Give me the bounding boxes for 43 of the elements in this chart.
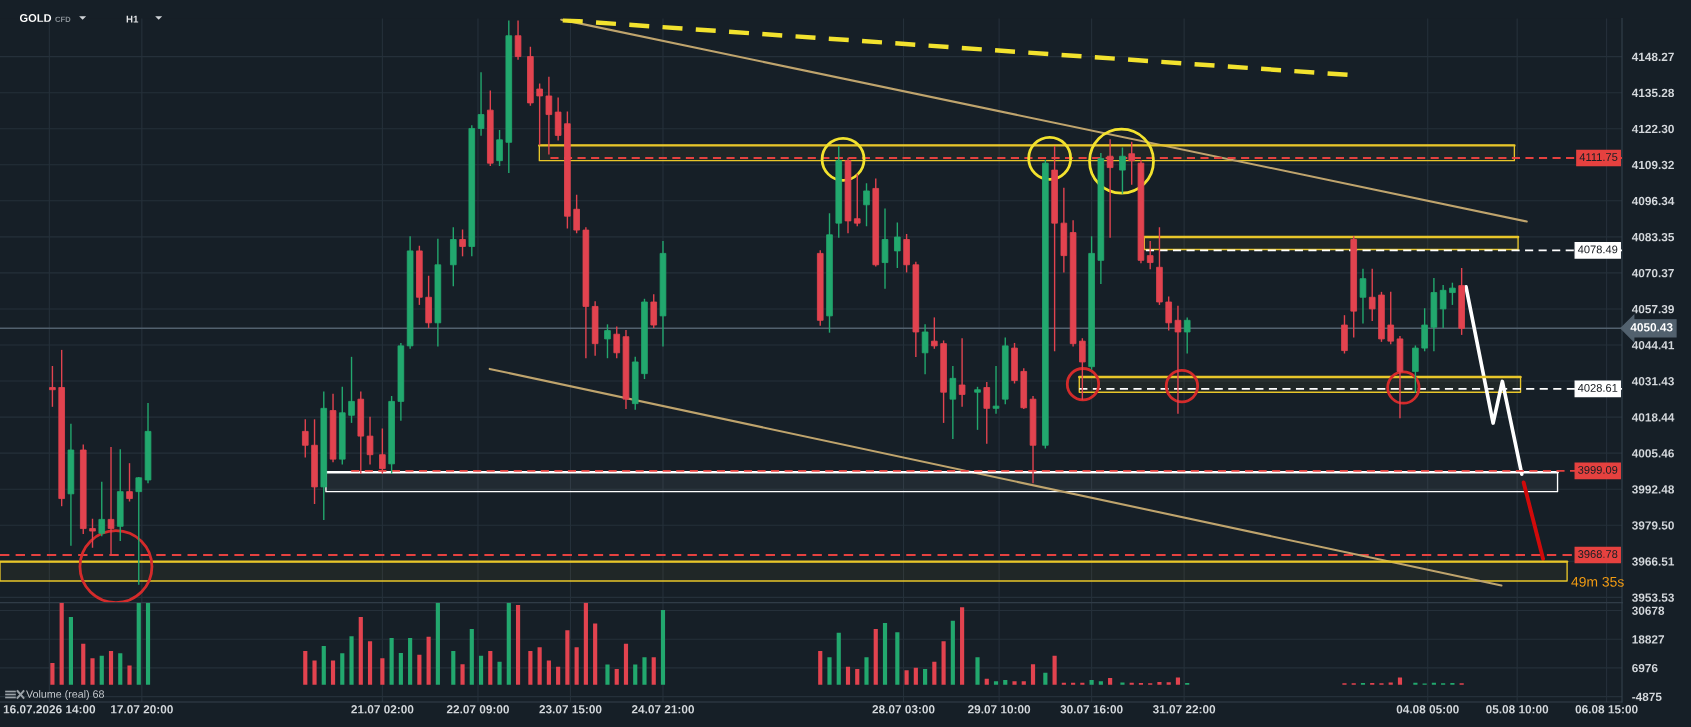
y-tick-label: 4148.27 <box>1631 52 1674 62</box>
y-tick-label: 3953.53 <box>1631 593 1674 602</box>
y-tick-label: 18827 <box>1632 635 1665 644</box>
x-tick-label: 30.07 16:00 <box>1060 705 1123 714</box>
y-tick-label: 3966.51 <box>1631 557 1675 566</box>
y-tick-label: 4005.46 <box>1631 449 1674 458</box>
y-tick-label: 3992.48 <box>1631 485 1675 494</box>
y-tick-label: 6976 <box>1632 663 1658 673</box>
annotation: 4111.75 <box>1579 153 1618 162</box>
y-tick-label: 4070.37 <box>1631 268 1674 278</box>
annotation: 4028.61 <box>1577 383 1618 392</box>
text: Volume (real) 68 <box>26 690 104 700</box>
x-tick-label: 24.07 21:00 <box>631 705 695 714</box>
y-tick-label: -4875 <box>1632 692 1662 702</box>
y-tick-label: 4096.34 <box>1631 196 1675 206</box>
y-tick-label: 4031.43 <box>1631 377 1674 386</box>
y-tick-label: 4057.39 <box>1631 305 1674 314</box>
x-tick-label: 21.07 02:00 <box>351 705 414 714</box>
y-tick-label: 4044.41 <box>1631 341 1675 350</box>
x-tick-label: 22.07 09:00 <box>446 705 509 714</box>
annotation: 4078.49 <box>1577 245 1618 254</box>
y-tick-label: 4122.30 <box>1631 124 1674 134</box>
annotation: 3999.09 <box>1578 465 1618 474</box>
annotation: 49m 35s <box>1571 576 1624 587</box>
x-tick-label: 05.08 10:00 <box>1486 705 1549 714</box>
x-tick-label: 17.07 20:00 <box>111 705 173 714</box>
x-tick-label: 29.07 10:00 <box>968 705 1031 714</box>
y-tick-label: 30678 <box>1631 606 1665 615</box>
annotation: H1 <box>126 15 139 23</box>
y-tick-label: 3979.50 <box>1631 521 1674 530</box>
x-tick-label: 31.07 22:00 <box>1152 705 1216 714</box>
x-tick-label: 04.08 05:00 <box>1396 705 1459 714</box>
ref-line-label: 3968.78 <box>1578 550 1618 558</box>
y-tick-label: 4018.44 <box>1631 413 1675 422</box>
x-tick-label: 28.07 03:00 <box>872 705 935 714</box>
x-tick-label: 06.08 15:00 <box>1575 705 1638 714</box>
ref-line-label: 4050.43 <box>1630 323 1673 332</box>
x-tick-label: 23.07 15:00 <box>539 705 602 714</box>
x-tick-label: 16.07.2026 14:00 <box>3 705 96 714</box>
y-tick-label: 4109.32 <box>1631 160 1674 170</box>
y-tick-label: 4083.35 <box>1631 232 1675 242</box>
y-tick-label: 4135.28 <box>1631 88 1675 98</box>
chart-title: GOLD <box>19 14 52 22</box>
